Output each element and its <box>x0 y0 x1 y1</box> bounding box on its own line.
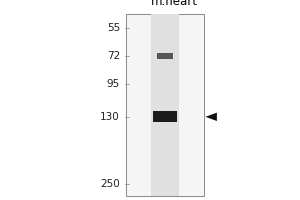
Bar <box>153 111 177 122</box>
Text: 130: 130 <box>100 112 120 122</box>
Text: 72: 72 <box>107 51 120 61</box>
Bar <box>126 14 204 196</box>
Text: 95: 95 <box>107 79 120 89</box>
Polygon shape <box>206 113 217 121</box>
Bar <box>158 53 172 59</box>
Text: m.heart: m.heart <box>151 0 197 8</box>
Bar <box>152 14 179 196</box>
Text: 55: 55 <box>107 23 120 33</box>
Text: 250: 250 <box>100 179 120 189</box>
